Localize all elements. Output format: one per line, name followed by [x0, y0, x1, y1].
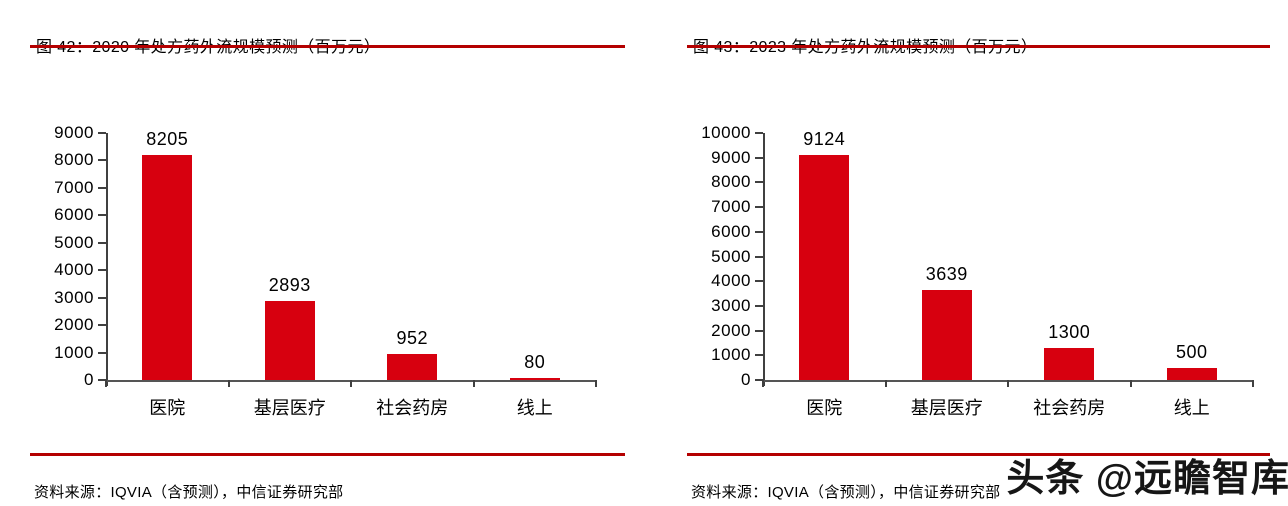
x-axis-tick-mark [472, 380, 475, 387]
bar [921, 290, 972, 380]
y-axis-tick-label: 0 [741, 370, 751, 389]
bar-value-label: 8205 [146, 128, 189, 149]
chart-panel-2020: 图 42：2020 年处方药外流规模预测（百万元） 01000200030004… [30, 0, 625, 506]
watermark: 头条 @远瞻智库 [1006, 458, 1288, 500]
bar [509, 377, 560, 380]
y-axis-tick-mark [755, 304, 763, 307]
y-axis-tick-label: 2000 [711, 320, 751, 340]
bar-value-label: 2893 [268, 274, 311, 295]
y-axis-tick-mark [755, 255, 763, 258]
y-axis-tick-mark [755, 280, 763, 283]
x-category-label: 医院 [806, 398, 843, 418]
y-axis-tick-label: 5000 [711, 246, 751, 266]
y-axis-tick-label: 6000 [54, 205, 94, 225]
y-axis-tick-mark [755, 329, 763, 332]
y-axis-tick-label: 1000 [54, 342, 94, 362]
y-axis-line [763, 133, 765, 386]
y-axis-tick-mark [98, 132, 106, 134]
x-axis-tick-mark [762, 380, 764, 387]
y-axis-tick-mark [755, 132, 763, 134]
y-axis-line [106, 133, 108, 386]
y-axis-tick-label: 10000 [701, 123, 751, 142]
x-axis-tick-mark [1252, 380, 1254, 387]
y-axis-tick-mark [98, 379, 106, 381]
bar [142, 154, 193, 380]
y-axis-tick-label: 0 [84, 370, 94, 389]
x-axis-tick-mark [1007, 380, 1009, 387]
y-axis-tick-label: 7000 [54, 177, 94, 197]
bar-value-label: 3639 [925, 264, 968, 285]
y-axis-tick-mark [755, 206, 763, 209]
bar-value-label: 9124 [803, 128, 846, 149]
y-axis-tick-mark [98, 214, 106, 217]
x-axis-tick-mark [227, 380, 230, 387]
x-category-label: 社会药房 [1033, 398, 1106, 418]
y-axis-tick-label: 3000 [54, 287, 94, 307]
y-axis-tick-mark [755, 181, 763, 184]
x-axis-tick-mark [884, 380, 887, 387]
y-axis-tick-mark [755, 379, 763, 381]
x-category-label: 基层医疗 [910, 398, 983, 418]
bar-value-label: 80 [524, 351, 546, 372]
title-underline [687, 45, 1270, 48]
y-axis-tick-label: 3000 [711, 295, 751, 315]
y-axis-tick-label: 4000 [711, 271, 751, 291]
x-category-label: 社会药房 [376, 398, 449, 418]
y-axis-tick-mark [755, 354, 763, 357]
x-category-label: 线上 [1173, 398, 1210, 418]
y-axis-tick-label: 6000 [711, 221, 751, 241]
bar [799, 154, 850, 380]
y-axis-tick-mark [98, 324, 106, 327]
source-text-2023: 资料来源：IQVIA（含预测），中信证券研究部 [691, 484, 1001, 501]
bar [387, 353, 438, 380]
y-axis-tick-label: 8000 [54, 150, 94, 170]
x-category-label: 基层医疗 [253, 398, 326, 418]
x-axis-tick-mark [350, 380, 352, 387]
y-axis-tick-mark [98, 296, 106, 299]
x-axis-tick-mark [595, 380, 597, 387]
x-axis-tick-mark [105, 380, 107, 387]
bar [264, 300, 315, 380]
y-axis-tick-label: 1000 [711, 345, 751, 365]
bar-value-label: 1300 [1048, 321, 1091, 342]
y-axis-tick-mark [755, 230, 763, 233]
y-axis-tick-mark [98, 241, 106, 244]
x-axis-tick-mark [1129, 380, 1132, 387]
source-text-2020: 资料来源：IQVIA（含预测），中信证券研究部 [34, 484, 344, 501]
y-axis-tick-label: 9000 [54, 123, 94, 142]
y-axis-tick-mark [98, 159, 106, 162]
y-axis-tick-mark [98, 269, 106, 272]
y-axis-tick-label: 9000 [711, 147, 751, 167]
source-divider [687, 453, 1270, 456]
bar-value-label: 500 [1175, 341, 1208, 362]
title-underline [30, 45, 625, 48]
bar [1166, 367, 1217, 380]
bar-value-label: 952 [396, 327, 429, 348]
y-axis-tick-label: 2000 [54, 315, 94, 335]
y-axis-tick-mark [98, 351, 106, 354]
x-category-label: 线上 [516, 398, 553, 418]
bar-chart-2023: 0 1000 2000 3000 4000 5000 6000 7000 8000 9000 100… [687, 0, 1270, 506]
y-axis-tick-label: 8000 [711, 172, 751, 192]
x-category-label: 医院 [149, 398, 186, 418]
y-axis-tick-label: 5000 [54, 232, 94, 252]
bar-chart-2020: 0 1000 2000 3000 4000 5000 6000 7000 8000 9000 820… [30, 0, 625, 506]
y-axis-tick-label: 4000 [54, 260, 94, 280]
y-axis-tick-mark [98, 186, 106, 189]
y-axis-tick-mark [755, 156, 763, 159]
bar [1044, 347, 1095, 380]
y-axis-tick-label: 7000 [711, 197, 751, 217]
chart-panel-2023: 图 43：2023 年处方药外流规模预测（百万元） 01000200030004… [687, 0, 1270, 506]
source-divider [30, 453, 625, 456]
